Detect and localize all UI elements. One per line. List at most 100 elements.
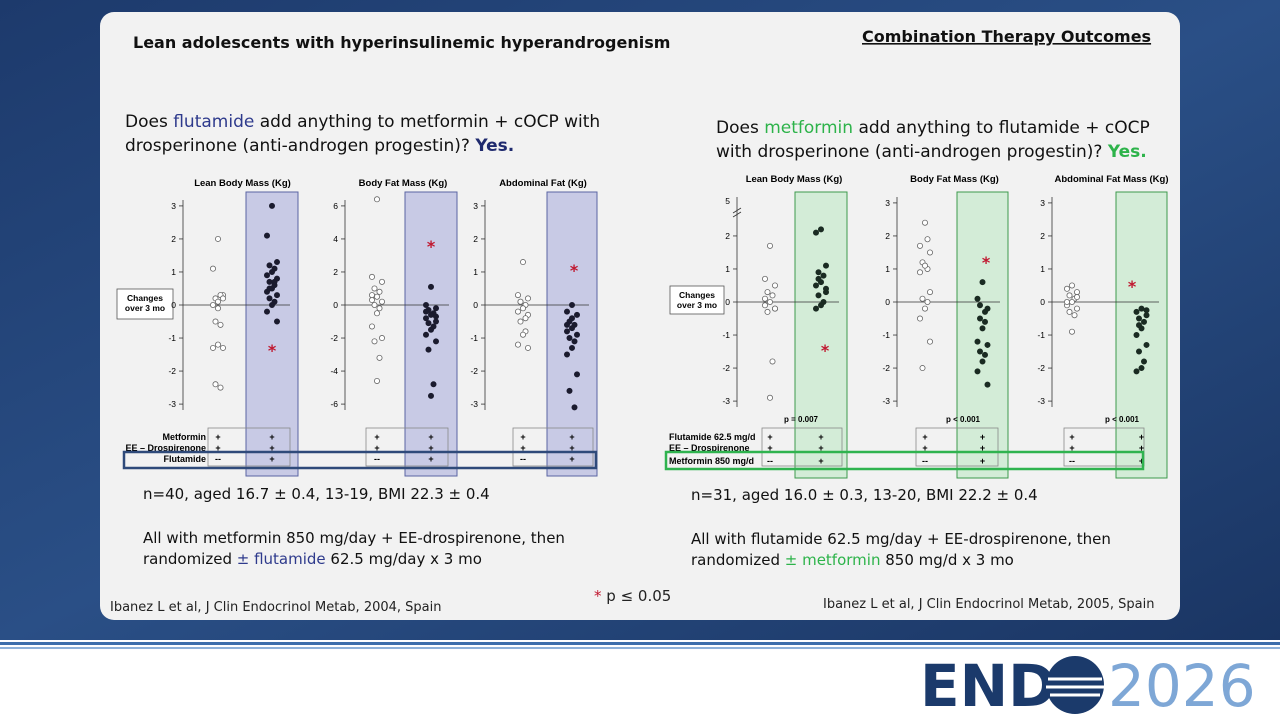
table-box bbox=[1063, 427, 1145, 467]
highlight-row bbox=[664, 450, 1145, 471]
summary-line: n=40, aged 16.7 ± 0.4, 13-19, BMI 22.3 ±… bbox=[143, 485, 490, 503]
control-dot bbox=[217, 321, 224, 328]
control-dot bbox=[1066, 308, 1073, 315]
treated-dot bbox=[569, 344, 576, 351]
y-tick-label: -1 bbox=[722, 330, 730, 340]
table-box bbox=[512, 427, 594, 467]
control-dot bbox=[1064, 298, 1071, 305]
table-label: Flutamide 62.5 mg/d bbox=[669, 432, 756, 442]
significance-marker: * bbox=[982, 253, 991, 272]
treated-dot bbox=[430, 381, 437, 388]
control-dot bbox=[772, 305, 779, 312]
control-dot bbox=[769, 358, 776, 365]
control-dot bbox=[1074, 305, 1081, 312]
treated-dot bbox=[1138, 365, 1145, 372]
control-dot bbox=[917, 315, 924, 322]
control-dot bbox=[1071, 312, 1078, 319]
treated-dot bbox=[979, 325, 986, 332]
summary-line: All with metformin 850 mg/day + EE-drosp… bbox=[143, 529, 565, 547]
table-cell: + bbox=[269, 443, 274, 453]
treated-dot bbox=[1136, 315, 1143, 322]
treated-dot bbox=[566, 387, 573, 394]
question-line-segment: add anything to flutamide + cOCP bbox=[853, 118, 1150, 138]
y-tick-label: 3 bbox=[1040, 198, 1045, 208]
treated-dot bbox=[823, 262, 830, 269]
table-label: Flutamide bbox=[163, 454, 206, 464]
p-value: p = 0.007 bbox=[784, 415, 819, 424]
control-dot bbox=[767, 242, 774, 249]
table-cell: + bbox=[1139, 456, 1144, 466]
treated-dot bbox=[422, 301, 429, 308]
y-tick-label: 2 bbox=[473, 234, 478, 244]
table-cell: + bbox=[269, 432, 274, 442]
treated-dot bbox=[979, 358, 986, 365]
footnote-text: p ≤ 0.05 bbox=[606, 587, 671, 605]
control-dot bbox=[368, 273, 375, 280]
treated-dot bbox=[425, 346, 432, 353]
y-tick-label: 0 bbox=[171, 300, 176, 310]
chart-title: Abdominal Fat (Kg) bbox=[499, 178, 587, 189]
section-title: Combination Therapy Outcomes bbox=[862, 27, 1151, 46]
significance-marker: * bbox=[1128, 277, 1137, 296]
treated-dot bbox=[823, 285, 830, 292]
treated-dot bbox=[984, 341, 991, 348]
treated-dot bbox=[263, 272, 270, 279]
table-label: Metformin 850 mg/d bbox=[669, 456, 754, 466]
table-cell: + bbox=[818, 443, 823, 453]
summary-line-segment: ± flutamide bbox=[237, 550, 326, 568]
table-cell: + bbox=[520, 432, 525, 442]
table-cell: + bbox=[818, 456, 823, 466]
y-tick-label: 0 bbox=[473, 300, 478, 310]
treated-dot bbox=[977, 302, 984, 309]
treated-dot bbox=[268, 301, 275, 308]
control-dot bbox=[1066, 292, 1073, 299]
control-dot bbox=[373, 377, 380, 384]
treated-dot bbox=[432, 338, 439, 345]
y-tick-label: -1 bbox=[882, 330, 890, 340]
y-tick-label: -2 bbox=[168, 366, 176, 376]
summary-line-segment: All with metformin 850 mg/day + EE-drosp… bbox=[143, 529, 565, 547]
treated-dot bbox=[564, 308, 571, 315]
y-tick-label: -3 bbox=[168, 399, 176, 409]
treated-dot bbox=[818, 302, 825, 309]
table-cell: + bbox=[269, 454, 274, 464]
control-dot bbox=[919, 365, 926, 372]
summary-line-segment: randomized bbox=[691, 551, 785, 569]
control-dot bbox=[1069, 298, 1076, 305]
table-label: EE – Drospirenone bbox=[125, 443, 206, 453]
control-dot bbox=[373, 196, 380, 203]
treated-dot bbox=[427, 392, 434, 399]
treated-dot bbox=[984, 381, 991, 388]
treated-dot bbox=[813, 282, 820, 289]
treated-dot bbox=[427, 326, 434, 333]
y-tick-label: 2 bbox=[171, 234, 176, 244]
significance-marker: * bbox=[268, 341, 277, 360]
table-box bbox=[365, 427, 449, 467]
table-cell: -- bbox=[215, 454, 221, 464]
treatment-band bbox=[245, 191, 299, 477]
treated-dot bbox=[982, 351, 989, 358]
control-dot bbox=[525, 344, 532, 351]
logo-globe-lines bbox=[1046, 677, 1104, 697]
question-line: with drosperinone (anti-androgen progest… bbox=[716, 142, 1147, 162]
y-tick-label: 6 bbox=[333, 201, 338, 211]
treated-dot bbox=[564, 328, 571, 335]
control-dot bbox=[517, 298, 524, 305]
y-tick-label: 0 bbox=[333, 300, 338, 310]
control-dot bbox=[764, 308, 771, 315]
treated-dot bbox=[427, 283, 434, 290]
y-tick-label: 4 bbox=[333, 234, 338, 244]
treated-dot bbox=[574, 311, 581, 318]
y-tick-label: -2 bbox=[722, 363, 730, 373]
summary-line: randomized ± metformin 850 mg/d x 3 mo bbox=[691, 551, 1014, 569]
y-tick-label: 0 bbox=[885, 297, 890, 307]
control-dot bbox=[209, 344, 216, 351]
y-tick-label: -2 bbox=[330, 333, 338, 343]
control-dot bbox=[515, 308, 522, 315]
question-line-segment: Does bbox=[716, 118, 764, 138]
table-cell: + bbox=[818, 432, 823, 442]
table-cell: + bbox=[428, 432, 433, 442]
changes-label: over 3 mo bbox=[677, 300, 717, 310]
treated-dot bbox=[273, 292, 280, 299]
treated-dot bbox=[266, 295, 273, 302]
